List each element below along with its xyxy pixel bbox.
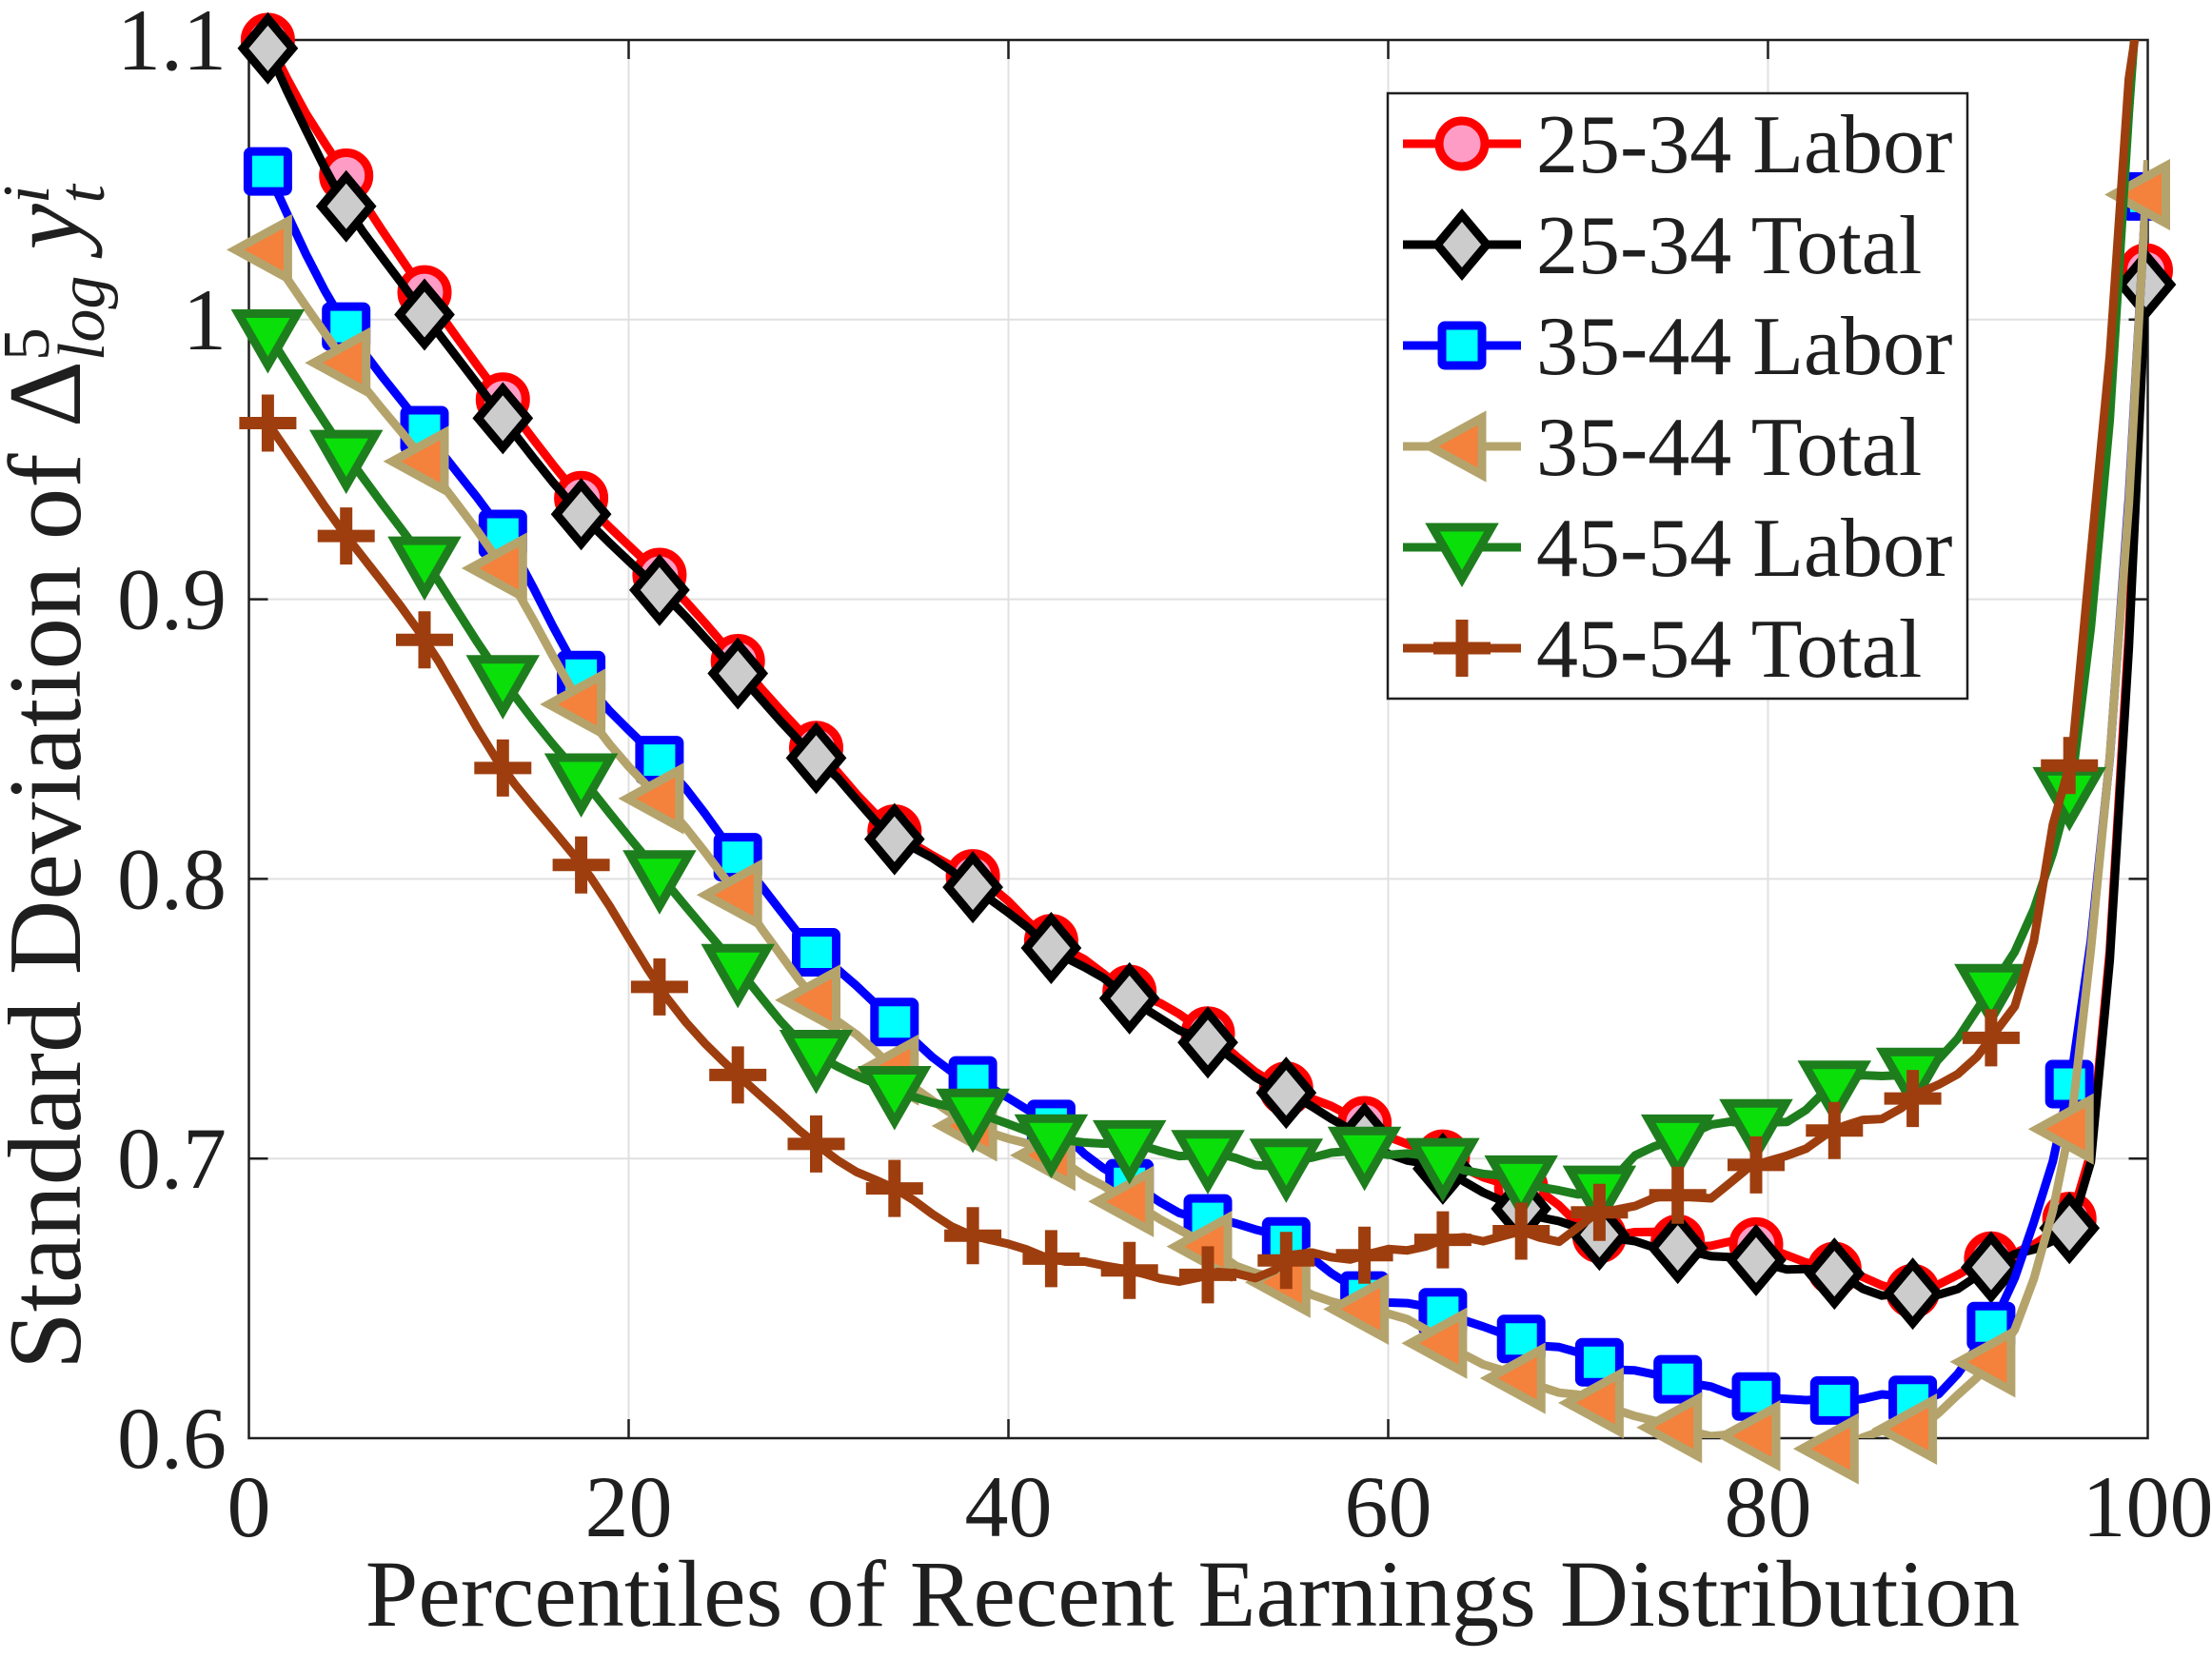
svg-text:Standard Deviation of Δ5log yi: Standard Deviation of Δ5log yit (0, 184, 119, 1370)
svg-text:0.7: 0.7 (117, 1110, 227, 1207)
svg-text:45-54 Labor: 45-54 Labor (1536, 503, 1952, 595)
svg-text:35-44 Labor: 35-44 Labor (1536, 301, 1952, 393)
svg-text:35-44 Total: 35-44 Total (1536, 402, 1922, 494)
svg-text:0: 0 (227, 1458, 271, 1555)
svg-text:0.9: 0.9 (117, 551, 227, 648)
svg-text:25-34 Total: 25-34 Total (1536, 200, 1922, 292)
svg-text:45-54 Total: 45-54 Total (1536, 603, 1922, 696)
svg-text:1: 1 (183, 271, 227, 368)
svg-text:1.1: 1.1 (117, 0, 227, 89)
svg-text:0.6: 0.6 (117, 1390, 227, 1487)
svg-text:100: 100 (2083, 1458, 2212, 1555)
svg-text:0.8: 0.8 (117, 830, 227, 927)
svg-text:Percentiles of Recent Earnings: Percentiles of Recent Earnings Distribut… (365, 1541, 2020, 1647)
svg-text:25-34 Labor: 25-34 Labor (1536, 99, 1952, 191)
